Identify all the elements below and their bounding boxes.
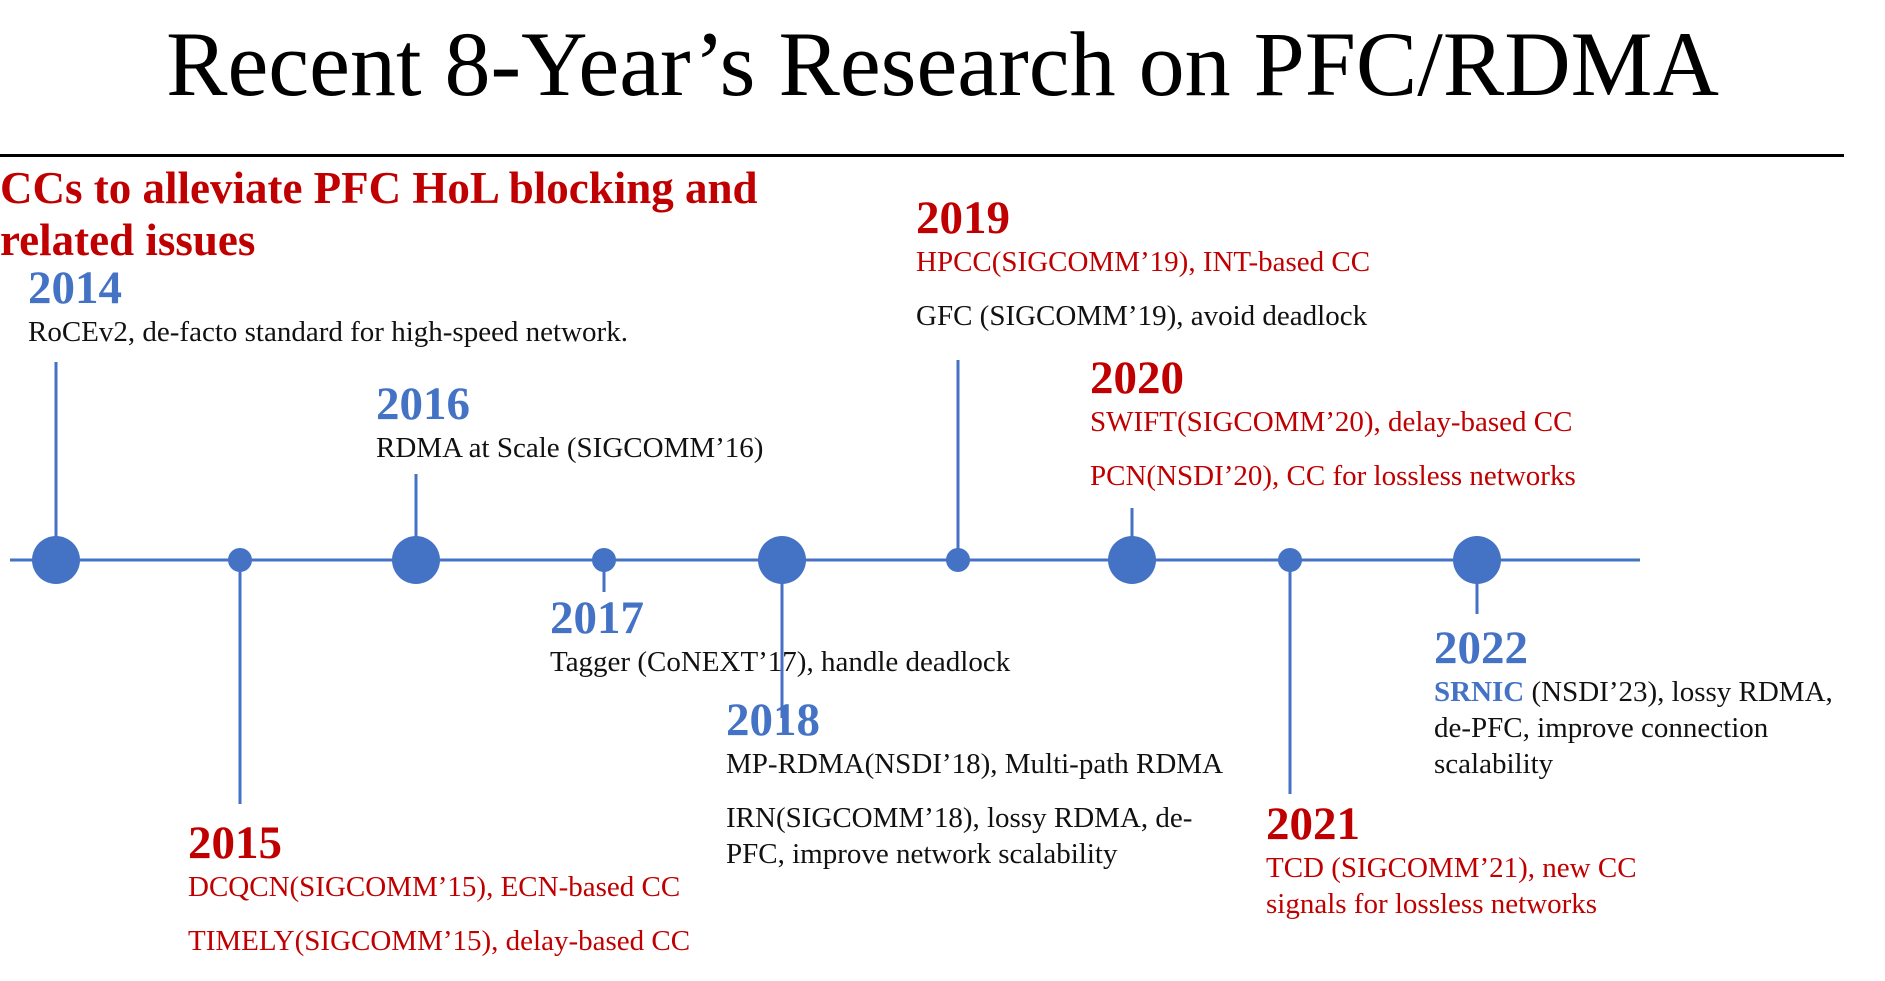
event-text: TCD (SIGCOMM’21), new CC: [1266, 852, 1637, 884]
event-2019: 2019 HPCC(SIGCOMM’19), INT-based CC GFC …: [916, 192, 1370, 334]
year-label: 2019: [916, 192, 1010, 244]
section-heading: CCs to alleviate PFC HoL blocking and re…: [0, 163, 758, 265]
event-text-first: SRNIC (NSDI’23), lossy RDMA,: [1434, 674, 1833, 710]
year-label: 2022: [1434, 622, 1528, 674]
event-2021: 2021 TCD (SIGCOMM’21), new CC signals fo…: [1266, 798, 1637, 922]
event-text: GFC (SIGCOMM’19), avoid deadlock: [916, 300, 1368, 332]
node-2018: [758, 536, 806, 584]
event-text: TIMELY(SIGCOMM’15), delay-based CC: [188, 925, 691, 957]
event-text: MP-RDMA(NSDI’18), Multi-path RDMA: [726, 748, 1224, 780]
node-2014: [32, 536, 80, 584]
year-label: 2020: [1090, 352, 1184, 404]
title-divider: [0, 154, 1844, 157]
event-2018: 2018 MP-RDMA(NSDI’18), Multi-path RDMA I…: [726, 694, 1223, 872]
event-text: SWIFT(SIGCOMM’20), delay-based CC: [1090, 406, 1573, 438]
node-2016: [392, 536, 440, 584]
event-text: RoCEv2, de-facto standard for high-speed…: [28, 316, 628, 348]
node-2021: [1278, 548, 1302, 572]
event-text: HPCC(SIGCOMM’19), INT-based CC: [916, 246, 1371, 278]
event-text: DCQCN(SIGCOMM’15), ECN-based CC: [188, 871, 681, 903]
event-2014: 2014 RoCEv2, de-facto standard for high-…: [28, 262, 628, 350]
event-text: RDMA at Scale (SIGCOMM’16): [376, 432, 764, 464]
event-2016: 2016 RDMA at Scale (SIGCOMM’16): [376, 378, 763, 466]
node-2019: [946, 548, 970, 572]
event-text: PCN(NSDI’20), CC for lossless networks: [1090, 460, 1576, 492]
node-2022: [1453, 536, 1501, 584]
event-text: de-PFC, improve connection: [1434, 712, 1769, 744]
year-label: 2016: [376, 378, 470, 430]
year-label: 2018: [726, 694, 820, 746]
event-2020: 2020 SWIFT(SIGCOMM’20), delay-based CC P…: [1090, 352, 1576, 494]
year-label: 2017: [550, 592, 644, 644]
node-2017: [592, 548, 616, 572]
event-2015: 2015 DCQCN(SIGCOMM’15), ECN-based CC TIM…: [188, 817, 690, 959]
year-label: 2014: [28, 262, 122, 314]
event-text: (NSDI’23), lossy RDMA,: [1524, 676, 1833, 708]
event-text: IRN(SIGCOMM’18), lossy RDMA, de-: [726, 802, 1193, 834]
year-label: 2021: [1266, 798, 1360, 850]
event-text: PFC, improve network scalability: [726, 838, 1118, 870]
event-text: Tagger (CoNEXT’17), handle deadlock: [550, 646, 1011, 678]
event-2017: 2017 Tagger (CoNEXT’17), handle deadlock: [550, 592, 1010, 680]
node-2015: [228, 548, 252, 572]
node-2020: [1108, 536, 1156, 584]
event-text: signals for lossless networks: [1266, 888, 1598, 920]
srnic-highlight: SRNIC: [1434, 676, 1525, 708]
year-label: 2015: [188, 817, 282, 869]
event-text: scalability: [1434, 748, 1554, 780]
event-2022: 2022 SRNIC (NSDI’23), lossy RDMA, de-PFC…: [1434, 622, 1833, 782]
slide-title: Recent 8-Year’s Research on PFC/RDMA: [166, 13, 1719, 115]
